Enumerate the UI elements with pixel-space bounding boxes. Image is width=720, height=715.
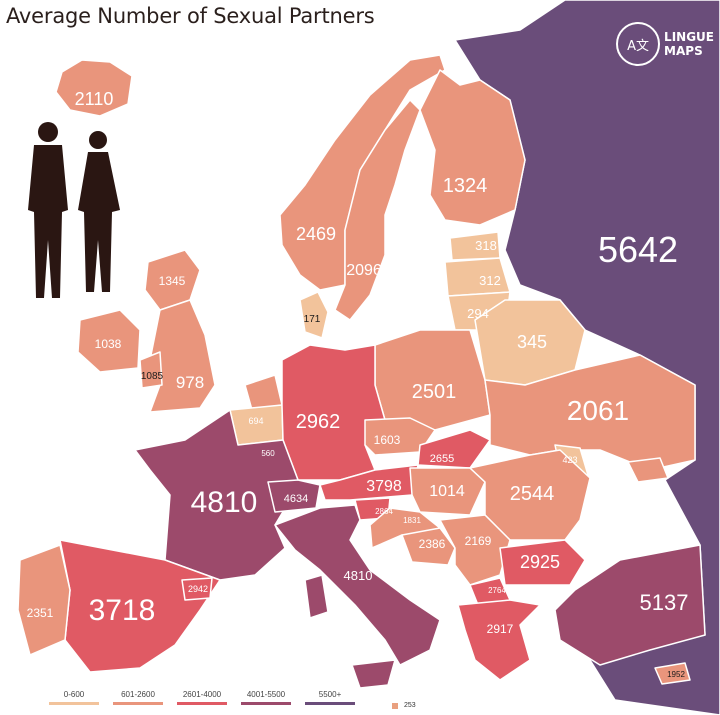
label-germany: 2962 [296,411,341,433]
region-poland [374,329,491,431]
label-czechia: 1603 [374,433,401,447]
label-finland: 1324 [443,175,488,197]
legend-item: 5500+ [304,690,356,705]
label-croatia: 1831 [403,516,421,525]
region-romania [469,449,591,541]
label-wales: 1085 [141,371,164,382]
region-italy [274,504,441,666]
brand-wordmark: LINGUE MAPS [664,30,714,58]
region-sardinia [304,574,329,619]
region-andorra [181,577,213,601]
region-slovakia [417,429,491,469]
label-austria: 3798 [366,478,402,495]
legend-swatch [305,702,355,705]
region-cyprus [654,662,691,685]
region-finland [419,69,526,226]
region-wales [139,351,163,389]
label-france: 4810 [191,486,258,519]
label-slovakia: 2655 [430,453,454,465]
footnote-text: 253 [404,702,416,709]
label-moldova: 423 [562,455,577,465]
label-hungary: 1014 [429,483,465,500]
region-bosnia [401,527,456,566]
label-bosnia: 2386 [419,537,446,551]
label-switzerland: 4634 [284,493,308,505]
legend-item: 2601-4000 [176,690,228,705]
footnote-swatch [392,703,398,709]
region-iceland [55,59,133,117]
region-greece [457,599,541,681]
region-bulgaria [499,539,586,586]
legend-label: 601-2600 [121,690,155,699]
label-ukraine: 2061 [567,395,629,426]
region-crimea [627,457,669,483]
label-turkey: 5137 [640,590,689,615]
label-russia: 5642 [598,229,678,270]
legend-item: 601-2600 [112,690,164,705]
label-belgium: 560 [261,449,275,458]
region-switzerland [267,479,321,513]
label-greece: 2917 [487,622,514,636]
legend-swatch [241,702,291,705]
brand-line2: MAPS [664,44,703,58]
legend: 0-600 601-2600 2601-4000 4001-5500 5500+ [48,690,356,705]
label-italy: 4810 [344,568,373,583]
label-andorra: 2942 [188,584,208,594]
label-norway: 2469 [296,224,336,244]
label-romania: 2544 [510,483,555,505]
region-portugal [17,544,71,656]
region-sweden [334,99,421,321]
label-serbia: 2169 [465,534,492,548]
label-cyprus: 1952 [667,670,685,679]
legend-swatch [49,702,99,705]
label-scotland: 1345 [159,274,186,288]
label-ireland: 1038 [95,337,122,351]
label-netherlands: 694 [248,416,263,426]
label-bulgaria: 2925 [520,552,560,572]
map-title: Average Number of Sexual Partners [6,4,375,28]
region-turkey [554,544,706,666]
brand-line1: LINGUE [664,30,714,44]
label-poland: 2501 [412,381,457,403]
label-estonia: 318 [475,238,497,253]
region-netherlands [244,374,283,411]
lingue-maps-logo-icon: A文 LINGUE MAPS [616,22,714,66]
region-serbia [439,514,511,586]
label-slovenia: 2864 [375,507,393,516]
region-denmark [299,291,329,339]
label-sweden: 2096 [346,262,382,279]
region-ireland [77,309,141,373]
legend-label: 4001-5500 [246,690,286,699]
label-portugal: 2351 [27,606,54,620]
label-england: 978 [176,373,204,392]
legend-item: 0-600 [48,690,100,705]
label-macedonia: 2764 [488,586,506,595]
legend-item: 4001-5500 [240,690,292,705]
brand-glyph: A文 [616,22,661,66]
region-norway [279,54,446,291]
label-denmark: 171 [304,314,321,325]
label-iceland: 2110 [75,89,114,109]
legend-swatch [113,702,163,705]
region-sicily [351,659,396,689]
legend-label: 5500+ [318,690,342,699]
legend-label: 2601-4000 [182,690,222,699]
label-latvia: 312 [479,273,501,288]
couple-silhouette-icon [28,122,120,298]
legend-swatch [177,702,227,705]
label-belarus: 345 [517,332,547,352]
legend-label: 0-600 [63,690,85,699]
label-spain: 3718 [89,594,156,627]
label-lithuania: 294 [467,306,489,321]
